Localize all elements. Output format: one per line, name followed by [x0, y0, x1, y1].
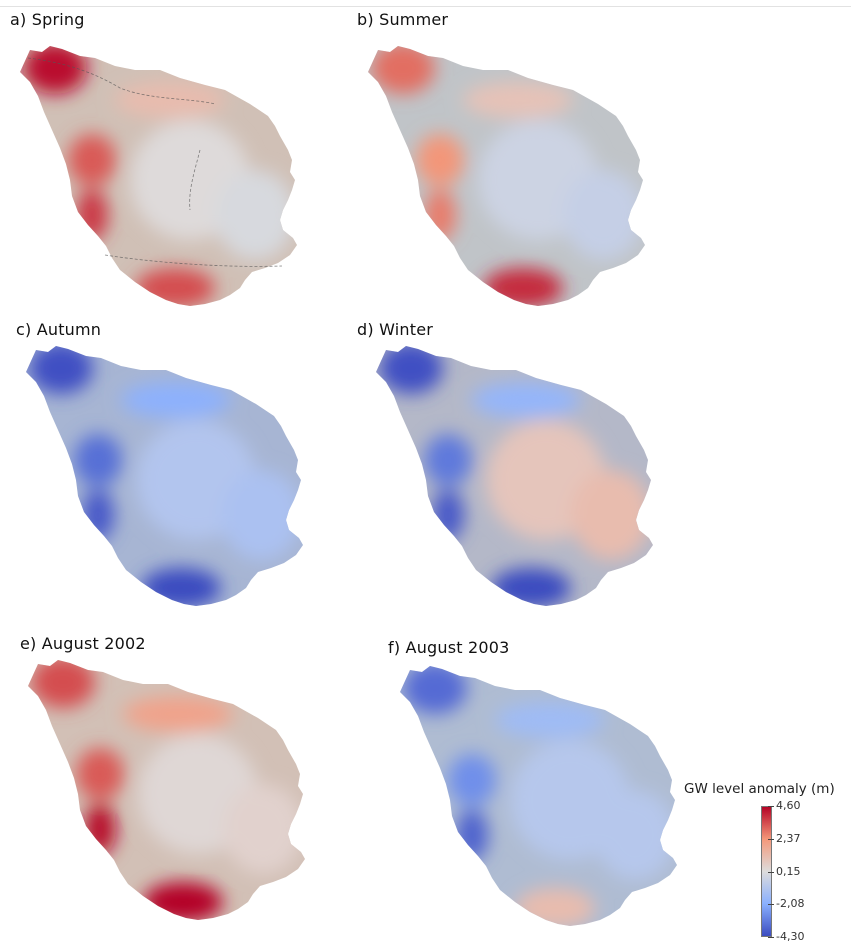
panel-label-d: d) Winter — [357, 320, 434, 339]
panel-label-e: e) August 2002 — [20, 634, 146, 653]
catchment-boundary-line — [104, 254, 283, 267]
anomaly-hotspot-wl — [84, 803, 116, 855]
anomaly-hotspot-ne — [121, 382, 231, 418]
anomaly-hotspot-s — [135, 268, 215, 306]
anomaly-hotspot-s — [483, 268, 563, 306]
anomaly-hotspot-s — [491, 568, 571, 606]
anomaly-hotspot-s — [143, 882, 223, 920]
anomaly-hotspot-wl — [432, 489, 464, 541]
anomaly-hotspot-east — [595, 790, 675, 880]
anomaly-hotspot-wl — [76, 189, 108, 241]
anomaly-hotspot-nw — [23, 46, 87, 94]
colorbar-tick-mark — [768, 806, 774, 807]
panel-label-b: b) Summer — [357, 10, 449, 29]
anomaly-hotspot-nw — [31, 660, 95, 708]
top-divider — [0, 6, 851, 7]
colorbar-tick-mark — [768, 839, 774, 840]
basin-map-panel — [376, 346, 653, 606]
basin-map-panel — [368, 46, 645, 306]
anomaly-hotspot-ne — [495, 702, 605, 738]
legend-title: GW level anomaly (m) — [684, 781, 835, 797]
basin-map-panel — [20, 46, 297, 306]
anomaly-hotspot-east — [221, 470, 301, 560]
catchment-boundary-line — [27, 57, 216, 105]
anomaly-hotspot-ne — [463, 82, 573, 118]
colorbar-tick-label: 4,60 — [776, 799, 801, 812]
catchment-boundary-line — [189, 149, 201, 211]
anomaly-hotspot-wl — [456, 809, 488, 861]
panel-label-c: c) Autumn — [16, 320, 102, 339]
anomaly-hotspot-wu — [424, 434, 472, 486]
colorbar — [761, 806, 772, 937]
anomaly-hotspot-east — [571, 470, 651, 560]
panel-label-f: f) August 2003 — [388, 638, 510, 657]
colorbar-tick-label: -4,30 — [776, 930, 805, 943]
anomaly-hotspot-wl — [424, 189, 456, 241]
colorbar-tick-label: -2,08 — [776, 897, 805, 910]
panel-label-a: a) Spring — [10, 10, 85, 29]
anomaly-hotspot-wu — [76, 748, 124, 800]
anomaly-hotspot-east — [215, 170, 295, 260]
anomaly-hotspot-east — [223, 784, 303, 874]
anomaly-hotspot-ne — [115, 82, 225, 118]
colorbar-tick-label: 2,37 — [776, 832, 801, 845]
colorbar-tick-mark — [768, 872, 774, 873]
anomaly-hotspot-wu — [68, 134, 116, 186]
anomaly-hotspot-east — [563, 170, 643, 260]
anomaly-hotspot-nw — [371, 46, 435, 94]
colorbar-tick-mark — [768, 904, 774, 905]
basin-map-panel — [400, 666, 677, 926]
colorbar-tick-mark — [768, 937, 774, 938]
anomaly-hotspot-wl — [82, 489, 114, 541]
anomaly-hotspot-s — [515, 888, 595, 926]
anomaly-hotspot-wu — [74, 434, 122, 486]
anomaly-hotspot-nw — [379, 346, 443, 394]
colorbar-tick-label: 0,15 — [776, 865, 801, 878]
anomaly-hotspot-nw — [403, 666, 467, 714]
anomaly-hotspot-ne — [471, 382, 581, 418]
anomaly-hotspot-wu — [416, 134, 464, 186]
anomaly-hotspot-wu — [448, 754, 496, 806]
anomaly-hotspot-s — [141, 568, 221, 606]
basin-map-panel — [28, 660, 305, 920]
anomaly-hotspot-nw — [29, 346, 93, 394]
basin-map-panel — [26, 346, 303, 606]
anomaly-hotspot-ne — [123, 696, 233, 732]
